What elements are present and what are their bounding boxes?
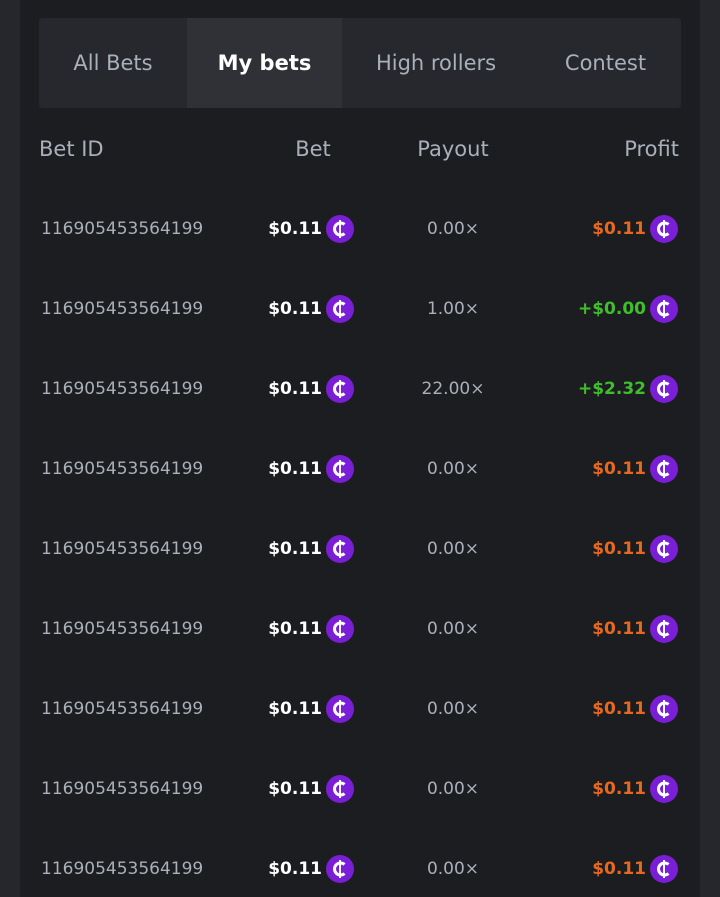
profit: $0.11	[592, 459, 646, 479]
payout: 1.00×	[426, 299, 480, 319]
bets-panel	[20, 0, 700, 897]
coin-icon	[326, 455, 354, 483]
tab[interactable]: Contest	[564, 51, 647, 75]
coin-icon	[650, 535, 678, 563]
bet-id: 116905453564199	[41, 219, 204, 239]
bet-amount: $0.11	[268, 779, 322, 799]
coin-icon	[326, 295, 354, 323]
coin-icon	[326, 535, 354, 563]
bet-amount: $0.11	[268, 859, 322, 879]
tab[interactable]: My bets	[187, 18, 342, 108]
bet-amount: $0.11	[268, 219, 322, 239]
coin-icon	[650, 375, 678, 403]
payout: 0.00×	[426, 699, 480, 719]
profit: +$2.32	[577, 379, 646, 399]
coin-icon	[326, 215, 354, 243]
bet-id: 116905453564199	[41, 299, 204, 319]
bet-amount: $0.11	[268, 699, 322, 719]
profit: $0.11	[592, 219, 646, 239]
bet-amount: $0.11	[268, 619, 322, 639]
coin-icon	[650, 695, 678, 723]
payout: 0.00×	[426, 459, 480, 479]
payout: 0.00×	[426, 779, 480, 799]
column-header: Bet ID	[39, 137, 104, 161]
column-header: Profit	[624, 137, 679, 161]
bet-amount: $0.11	[268, 379, 322, 399]
coin-icon	[326, 855, 354, 883]
bet-id: 116905453564199	[41, 779, 204, 799]
payout: 22.00×	[421, 379, 485, 399]
tab[interactable]: All Bets	[73, 51, 153, 75]
bet-id: 116905453564199	[41, 859, 204, 879]
coin-icon	[326, 695, 354, 723]
payout: 0.00×	[426, 619, 480, 639]
coin-icon	[650, 615, 678, 643]
bet-amount: $0.11	[268, 299, 322, 319]
tab[interactable]: High rollers	[375, 51, 497, 75]
payout: 0.00×	[426, 219, 480, 239]
bet-id: 116905453564199	[41, 619, 204, 639]
coin-icon	[326, 775, 354, 803]
coin-icon	[650, 215, 678, 243]
payout: 0.00×	[426, 539, 480, 559]
bet-amount: $0.11	[268, 459, 322, 479]
coin-icon	[650, 455, 678, 483]
coin-icon	[650, 775, 678, 803]
bet-id: 116905453564199	[41, 459, 204, 479]
profit: $0.11	[592, 859, 646, 879]
profit: $0.11	[592, 539, 646, 559]
column-header: Bet	[295, 137, 331, 161]
profit: +$0.00	[577, 299, 646, 319]
bet-id: 116905453564199	[41, 699, 204, 719]
profit: $0.11	[592, 779, 646, 799]
coin-icon	[650, 855, 678, 883]
bet-amount: $0.11	[268, 539, 322, 559]
payout: 0.00×	[426, 859, 480, 879]
bet-id: 116905453564199	[41, 539, 204, 559]
column-header: Payout	[417, 137, 489, 161]
coin-icon	[326, 615, 354, 643]
profit: $0.11	[592, 699, 646, 719]
coin-icon	[326, 375, 354, 403]
coin-icon	[650, 295, 678, 323]
tab-bar: All Bets My bets High rollers Contest	[39, 18, 681, 108]
profit: $0.11	[592, 619, 646, 639]
bet-id: 116905453564199	[41, 379, 204, 399]
